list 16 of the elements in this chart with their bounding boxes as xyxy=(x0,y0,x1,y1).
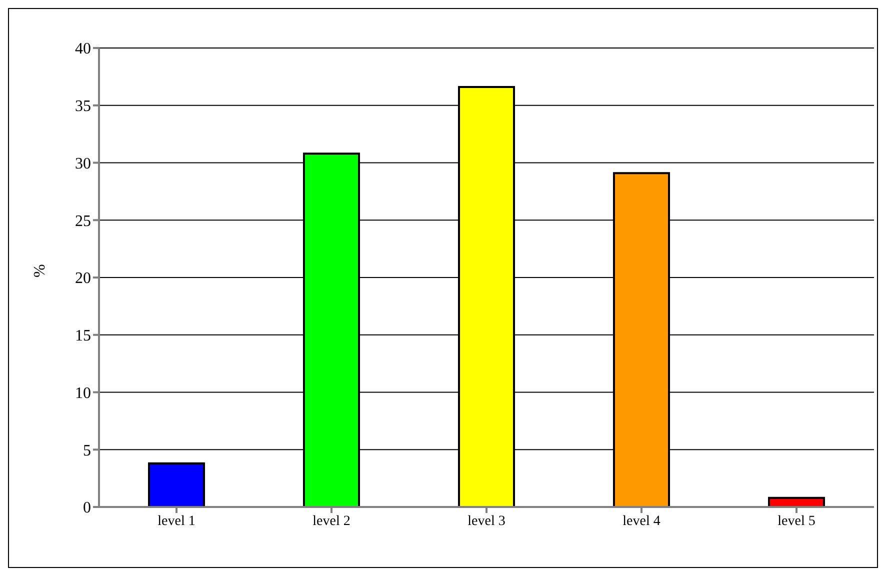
x-tick-label: level 5 xyxy=(778,514,816,529)
y-tick-label: 30 xyxy=(75,155,91,172)
x-tick-label: level 1 xyxy=(158,514,196,529)
y-tick-label: 35 xyxy=(75,98,91,116)
y-tick-label: 15 xyxy=(75,328,91,345)
y-tick-label: 20 xyxy=(75,270,91,288)
x-tick-label: level 3 xyxy=(468,514,506,529)
y-tick-label: 10 xyxy=(75,384,91,402)
x-tick-label: level 4 xyxy=(622,514,660,529)
y-tick-label: 5 xyxy=(83,442,91,460)
bar xyxy=(148,462,205,507)
y-tick-label: 40 xyxy=(75,40,91,58)
y-axis-title: % xyxy=(32,264,49,278)
y-tick-label: 25 xyxy=(75,212,91,230)
y-tick-label: 0 xyxy=(83,500,91,517)
x-tick-label: level 2 xyxy=(312,514,350,529)
